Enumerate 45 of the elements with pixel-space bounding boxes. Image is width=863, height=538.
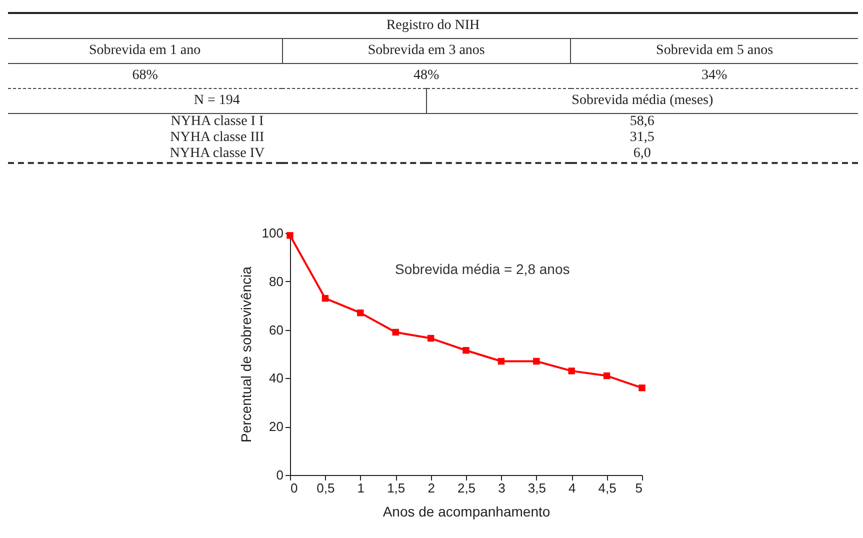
y-tick-label: 100 (262, 226, 284, 240)
x-tick-label: 2 (428, 480, 435, 496)
text: 34% (570, 64, 858, 88)
x-tick-label: 3 (498, 480, 506, 496)
x-tick-label: 0,5 (316, 480, 335, 496)
text: 31,5 (628, 130, 656, 146)
y-tick-label: 40 (269, 370, 284, 386)
x-tick-label: 0 (290, 480, 298, 496)
y-tick-label: 60 (269, 322, 284, 338)
x-axis-title: Anos de acompanhamento (382, 504, 550, 520)
text: NYHA classe IV (8, 146, 426, 163)
x-tick-label: 2,5 (457, 480, 476, 496)
text: NYHA classe I I (8, 114, 426, 130)
point (603, 372, 610, 380)
point (498, 358, 505, 365)
text: Sobrevida em 5 anos (570, 38, 858, 64)
text: 48% (282, 64, 571, 88)
point (322, 294, 329, 302)
y-tick-label: 80 (269, 274, 284, 289)
text: Sobrevida em 3 anos (282, 38, 571, 64)
x-tick-label: 4 (568, 480, 576, 496)
text: 58,6 (426, 114, 858, 130)
text: NYHA classe III (169, 130, 266, 146)
text: 68% (8, 64, 282, 88)
point (533, 358, 540, 365)
annotation: Sobrevida média = 2,8 anos (395, 261, 570, 277)
x-tick-label: 1,5 (387, 480, 406, 496)
x-tick-label: 4,5 (598, 480, 616, 496)
point (638, 384, 646, 392)
point (568, 368, 575, 374)
x-tick-label: 3,5 (528, 480, 546, 496)
point (427, 334, 434, 342)
point (392, 328, 399, 336)
x-tick-label: 1 (357, 480, 365, 496)
x-tick-label: 5 (635, 480, 642, 496)
y-axis-title: Percentual de sobrevivência (238, 266, 254, 442)
y-tick-label: 20 (269, 419, 284, 434)
point (357, 310, 364, 316)
text: Sobrevida média (meses) (426, 88, 858, 114)
y-tick-label: 0 (276, 468, 284, 482)
text: 6,0 (426, 146, 858, 163)
text: Registro do NIH (8, 13, 858, 38)
text: Sobrevida em 1 ano (8, 38, 282, 64)
point (462, 347, 470, 354)
text: N = 194 (8, 88, 426, 114)
